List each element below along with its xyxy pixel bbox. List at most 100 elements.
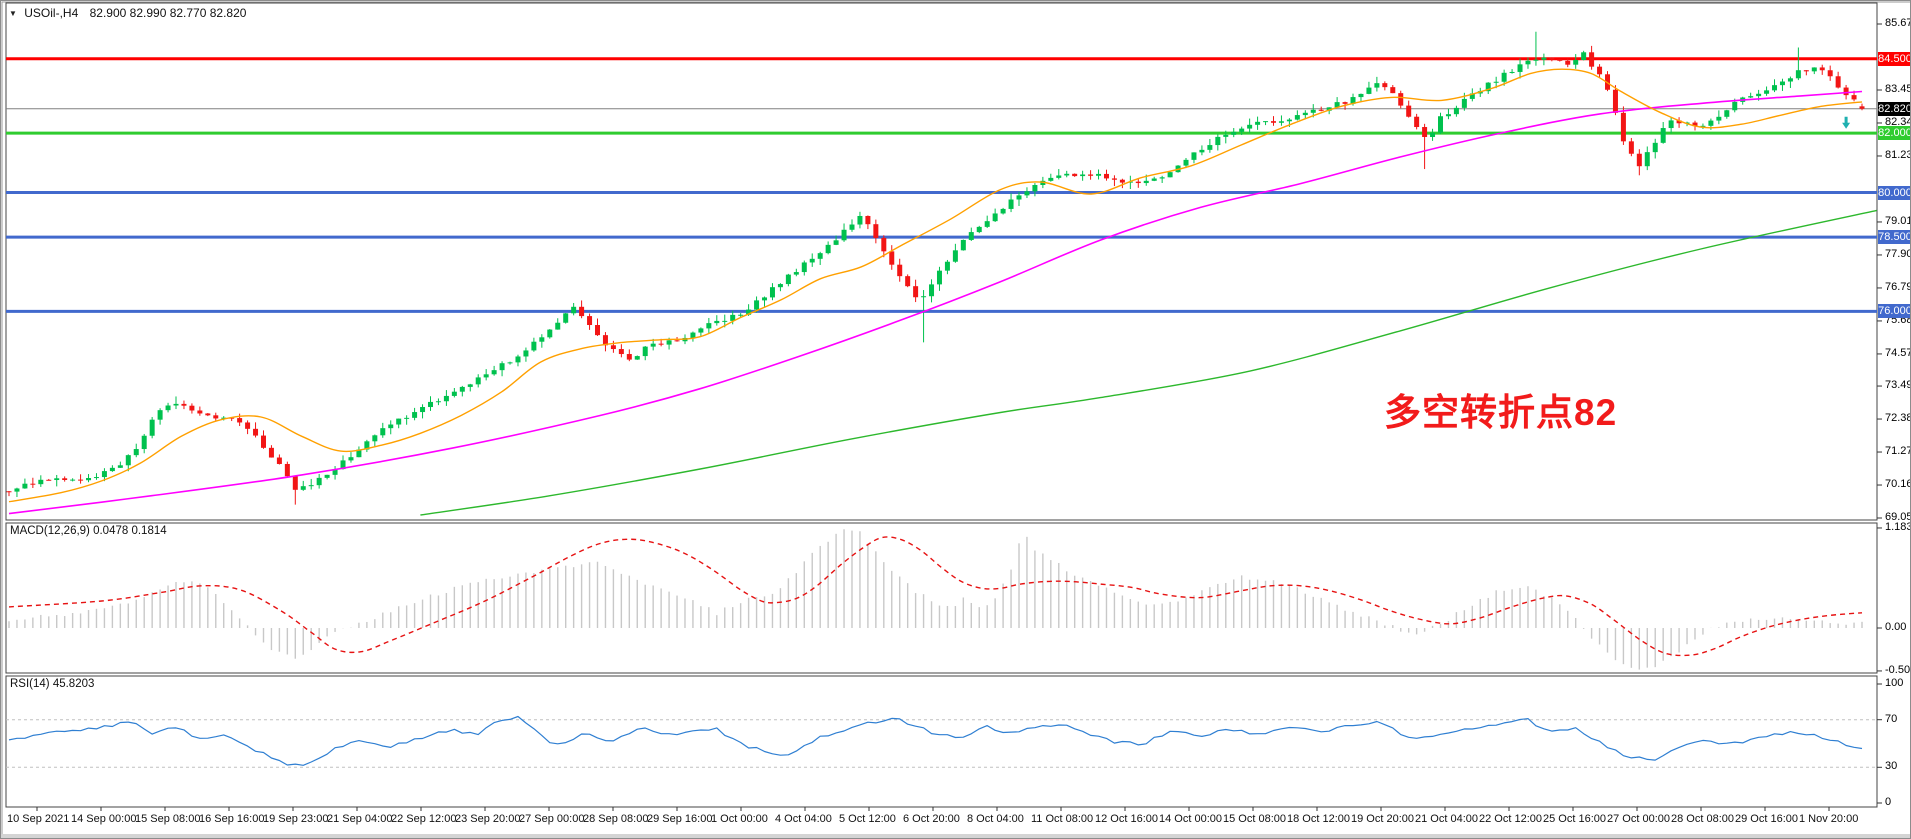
title-symbol: USOil-,H4 bbox=[24, 6, 79, 20]
candle-body bbox=[86, 477, 92, 481]
candle-body bbox=[1445, 114, 1451, 117]
chinese-annotation[interactable]: 多空转折点82 bbox=[1384, 392, 1618, 433]
price-tag-80.000: 80.000 bbox=[1878, 185, 1911, 200]
candle-body bbox=[451, 391, 457, 396]
candle-body bbox=[992, 213, 998, 222]
candle-body bbox=[889, 251, 895, 265]
ma-mid-magenta bbox=[8, 90, 1863, 515]
candle-body bbox=[825, 244, 831, 254]
rsi-axis-label: 70 bbox=[1885, 712, 1898, 725]
candle-body bbox=[1620, 112, 1626, 142]
candle-body bbox=[1422, 127, 1428, 137]
candle-body bbox=[1223, 134, 1229, 137]
ma-slow-green bbox=[420, 209, 1877, 516]
candle-body bbox=[579, 306, 585, 317]
date-axis-label: 5 Oct 12:00 bbox=[839, 813, 896, 825]
candle-body bbox=[1278, 121, 1284, 123]
candle-body bbox=[443, 395, 449, 402]
candle-body bbox=[1270, 121, 1276, 123]
macd-label: MACD(12,26,9) 0.0478 0.1814 bbox=[10, 525, 167, 537]
candle-body bbox=[316, 477, 322, 486]
candle-body bbox=[396, 418, 402, 425]
candle-body bbox=[1612, 89, 1618, 113]
candle-body bbox=[1167, 172, 1173, 178]
candle-body bbox=[1597, 66, 1603, 75]
candle-body bbox=[658, 343, 664, 345]
candle-body bbox=[475, 377, 481, 385]
candle-body bbox=[841, 229, 847, 241]
candle-body bbox=[1239, 128, 1245, 132]
macd-pane-layer bbox=[8, 529, 1863, 670]
candle-body bbox=[1064, 173, 1070, 176]
rsi-axis-label: 0 bbox=[1885, 796, 1892, 808]
candle-body bbox=[595, 325, 601, 336]
candle-body bbox=[1310, 109, 1316, 113]
candle-body bbox=[626, 354, 632, 360]
candle-body bbox=[435, 401, 441, 403]
candle-body bbox=[22, 483, 28, 489]
candle-body bbox=[1103, 173, 1109, 179]
candle-body bbox=[913, 286, 919, 298]
candle-body bbox=[253, 428, 259, 436]
candle-body bbox=[412, 412, 418, 418]
candle-body bbox=[213, 415, 219, 419]
candle-body bbox=[324, 474, 330, 478]
candle-body bbox=[1191, 152, 1197, 160]
candle-body bbox=[1525, 60, 1531, 65]
candle-body bbox=[1382, 83, 1388, 88]
candle-body bbox=[1438, 116, 1444, 133]
date-axis-label: 21 Sep 04:00 bbox=[327, 813, 393, 825]
price-tag-82.820: 82.820 bbox=[1878, 101, 1911, 116]
symbol-dropdown-icon[interactable]: ▼ bbox=[9, 9, 17, 18]
candle-body bbox=[666, 340, 672, 345]
candle-body bbox=[1151, 178, 1157, 181]
candle-body bbox=[1016, 195, 1022, 200]
candle-body bbox=[165, 405, 171, 411]
candle-body bbox=[793, 272, 799, 275]
candle-body bbox=[181, 403, 187, 406]
candle-body bbox=[1263, 121, 1269, 123]
candle-body bbox=[1294, 115, 1300, 120]
candle-body bbox=[531, 341, 537, 351]
candle-body bbox=[1390, 87, 1396, 94]
price-axis-label: 71.270 bbox=[1885, 445, 1910, 458]
candle-body bbox=[1732, 101, 1738, 111]
candle-body bbox=[125, 455, 131, 466]
candle-body bbox=[674, 340, 680, 342]
candle-body bbox=[245, 422, 251, 429]
candle-body bbox=[976, 226, 982, 233]
main-pane-layer bbox=[6, 31, 1877, 516]
candle-body bbox=[1342, 102, 1348, 104]
macd-axis-label: 1.1838 bbox=[1885, 520, 1910, 533]
candle-body bbox=[984, 221, 990, 227]
candle-body bbox=[714, 320, 720, 324]
candle-body bbox=[1318, 109, 1324, 111]
date-axis-label: 22 Oct 12:00 bbox=[1479, 813, 1542, 825]
candle-body bbox=[189, 405, 195, 411]
candle-body bbox=[340, 460, 346, 470]
date-axis-label: 8 Oct 04:00 bbox=[967, 813, 1024, 825]
candle-body bbox=[1247, 124, 1253, 129]
date-axis-label: 11 Oct 08:00 bbox=[1031, 813, 1094, 825]
candle-body bbox=[276, 457, 282, 464]
candle-body bbox=[1159, 177, 1165, 179]
candle-body bbox=[205, 413, 211, 416]
candle-body bbox=[70, 479, 76, 481]
candle-body bbox=[1803, 70, 1809, 72]
date-axis-label: 12 Oct 16:00 bbox=[1095, 813, 1158, 825]
candle-body bbox=[459, 386, 465, 392]
price-tag-76.000: 76.000 bbox=[1878, 304, 1911, 319]
candle-body bbox=[221, 417, 227, 419]
price-axis-label: 81.230 bbox=[1885, 148, 1910, 161]
date-axis-label: 10 Sep 2021 bbox=[7, 813, 70, 825]
price-axis-label: 79.010 bbox=[1885, 214, 1910, 227]
candle-body bbox=[404, 417, 410, 419]
candle-body bbox=[857, 215, 863, 225]
date-axis-label: 1 Oct 00:00 bbox=[711, 813, 768, 825]
candle-body bbox=[777, 284, 783, 288]
candle-body bbox=[1859, 106, 1865, 109]
date-axis-label: 29 Sep 16:00 bbox=[647, 813, 713, 825]
candle-body bbox=[650, 343, 656, 347]
candle-body bbox=[897, 264, 903, 277]
